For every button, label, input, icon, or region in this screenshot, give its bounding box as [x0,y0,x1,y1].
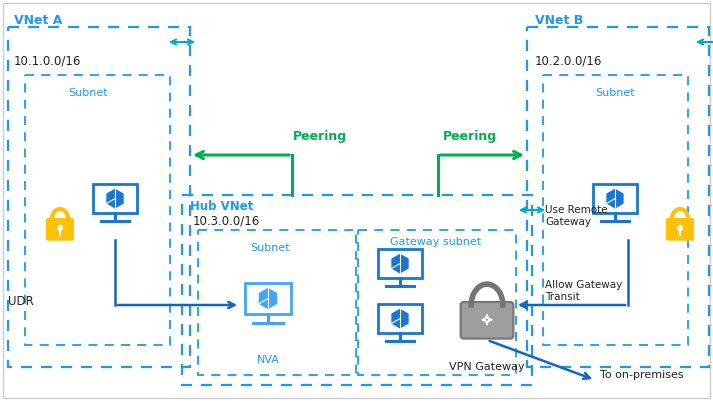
Bar [8,27,190,367]
Bar [25,75,170,345]
Text: 10.2.0.0/16: 10.2.0.0/16 [535,55,602,68]
Text: VNet B: VNet B [535,14,583,27]
Text: Use Remote
Gateway: Use Remote Gateway [545,205,607,227]
Bar [527,27,709,367]
Text: VPN Gateway: VPN Gateway [449,362,525,372]
Bar [593,184,637,213]
Text: Subnet: Subnet [250,243,289,253]
Bar [358,230,516,375]
Text: Subnet: Subnet [595,88,635,98]
Text: VNet A: VNet A [14,14,62,27]
Polygon shape [391,308,409,329]
FancyBboxPatch shape [666,218,694,241]
Text: NVA: NVA [257,355,279,365]
Circle shape [677,225,683,231]
Text: Allow Gateway
Transit: Allow Gateway Transit [545,280,622,302]
Bar [543,75,688,345]
Text: Hub VNet: Hub VNet [190,200,253,213]
Bar [245,283,291,314]
Bar [182,195,532,385]
Text: Peering: Peering [293,130,347,143]
Circle shape [57,225,63,231]
Bar [379,249,421,278]
Text: UDR: UDR [8,295,34,308]
Polygon shape [106,188,124,209]
FancyBboxPatch shape [461,302,513,338]
Bar [379,304,421,333]
Text: Gateway subnet: Gateway subnet [391,237,481,247]
Bar [198,230,356,375]
Polygon shape [606,188,624,209]
FancyBboxPatch shape [46,218,74,241]
Polygon shape [258,287,278,310]
Text: To on-premises: To on-premises [600,370,684,380]
Text: 10.3.0.0/16: 10.3.0.0/16 [193,215,260,228]
Polygon shape [391,253,409,274]
Text: 10.1.0.0/16: 10.1.0.0/16 [14,55,81,68]
Bar [93,184,137,213]
Text: Subnet: Subnet [68,88,108,98]
Text: Peering: Peering [443,130,497,143]
